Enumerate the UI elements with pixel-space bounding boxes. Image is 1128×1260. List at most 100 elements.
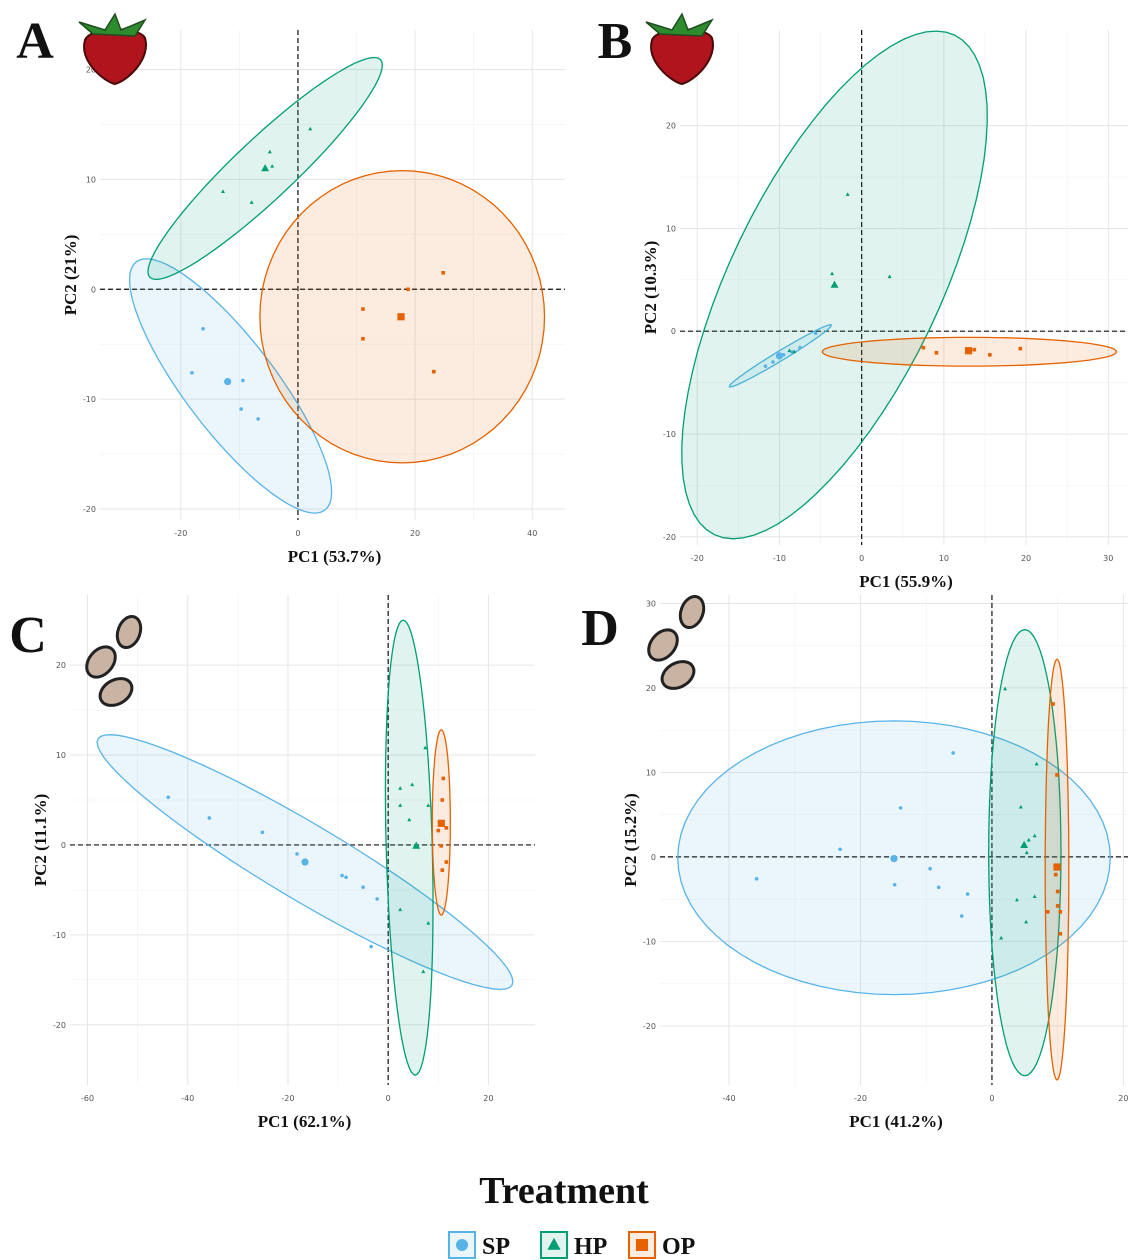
legend-marker [636, 1239, 648, 1251]
point [1055, 773, 1059, 777]
panel-letter: C [9, 607, 47, 664]
centroid [301, 858, 308, 865]
x-tick-label: 20 [1021, 554, 1031, 563]
point [798, 346, 802, 350]
point [937, 886, 941, 890]
point [1058, 910, 1062, 914]
point [764, 364, 768, 368]
point [1058, 932, 1062, 936]
point [966, 892, 970, 896]
y-tick-label: -20 [663, 533, 676, 542]
x-tick-label: -40 [181, 1094, 194, 1103]
x-tick-label: 30 [1103, 554, 1113, 563]
x-axis-title: PC1 (53.7%) [288, 547, 381, 566]
y-tick-label: -20 [83, 505, 96, 514]
y-tick-label: 10 [86, 175, 96, 184]
y-tick-label: 0 [671, 327, 676, 336]
x-tick-label: 20 [483, 1094, 493, 1103]
x-tick-label: 20 [1118, 1094, 1128, 1103]
point [1046, 910, 1050, 914]
point [951, 751, 955, 755]
point [960, 914, 964, 918]
legend-label: HP [574, 1234, 607, 1260]
point [369, 945, 373, 949]
point [1056, 890, 1060, 894]
legend-marker [456, 1239, 468, 1251]
point [442, 777, 446, 781]
x-tick-label: 40 [527, 529, 537, 538]
point [441, 271, 445, 275]
x-tick-label: 0 [859, 554, 864, 563]
y-tick-label: 10 [666, 224, 676, 233]
y-tick-label: 20 [646, 684, 656, 693]
point [256, 417, 260, 421]
point [201, 327, 205, 331]
point [344, 876, 348, 880]
centroid [890, 855, 897, 862]
y-tick-label: 10 [646, 768, 656, 777]
centroid [1053, 863, 1060, 870]
point [436, 829, 440, 833]
y-axis-title: PC2 (21%) [61, 235, 80, 316]
point [838, 847, 842, 851]
point [361, 885, 365, 889]
point [375, 897, 379, 901]
y-tick-label: -10 [663, 430, 676, 439]
centroid [397, 313, 404, 320]
y-tick-label: 0 [61, 841, 66, 850]
y-tick-label: 20 [666, 122, 676, 131]
point [935, 351, 939, 355]
x-tick-label: 0 [295, 529, 300, 538]
x-axis-title: PC1 (55.9%) [859, 572, 952, 591]
point [340, 874, 344, 878]
legend-title: Treatment [479, 1170, 649, 1212]
centroid [776, 352, 783, 359]
point [445, 860, 449, 864]
panel-letter: A [16, 13, 54, 70]
point [1019, 347, 1023, 351]
point [771, 360, 775, 364]
point [295, 852, 299, 856]
y-tick-label: 0 [91, 285, 96, 294]
x-axis-title: PC1 (62.1%) [258, 1112, 351, 1131]
point [166, 795, 170, 799]
point [261, 831, 265, 835]
point [1056, 904, 1060, 908]
point [439, 844, 443, 848]
legend-label: SP [482, 1234, 510, 1260]
point [432, 370, 436, 374]
point [928, 867, 932, 871]
point [988, 353, 992, 357]
point [241, 379, 245, 383]
x-tick-label: -10 [773, 554, 786, 563]
centroid [438, 820, 445, 827]
centroid [224, 378, 231, 385]
panel-letter: D [581, 600, 619, 657]
point [814, 331, 818, 335]
y-tick-label: -10 [643, 937, 656, 946]
y-tick-label: 20 [56, 661, 66, 670]
y-tick-label: -20 [643, 1022, 656, 1031]
y-tick-label: 10 [56, 751, 66, 760]
point [361, 337, 365, 341]
point [445, 826, 449, 830]
y-axis-title: PC2 (11.1%) [31, 794, 50, 887]
x-axis-title: PC1 (41.2%) [849, 1112, 942, 1131]
point [239, 407, 243, 411]
x-tick-label: 20 [410, 529, 420, 538]
x-tick-label: -20 [854, 1094, 867, 1103]
point [441, 798, 445, 802]
x-tick-label: 0 [989, 1094, 994, 1103]
x-tick-label: -20 [691, 554, 704, 563]
x-tick-label: -40 [722, 1094, 735, 1103]
centroid [965, 347, 972, 354]
panel-letter: B [598, 13, 633, 70]
x-tick-label: -60 [81, 1094, 94, 1103]
y-tick-label: -10 [53, 931, 66, 940]
point [922, 346, 926, 350]
x-tick-label: -20 [174, 529, 187, 538]
point [1051, 702, 1055, 706]
y-tick-label: -10 [83, 395, 96, 404]
x-tick-label: 10 [939, 554, 949, 563]
figure: -20 0 20 40 -20 -10 0 10 20 PC1 (53.7%) PC2 (21%) A… [0, 0, 1128, 1260]
